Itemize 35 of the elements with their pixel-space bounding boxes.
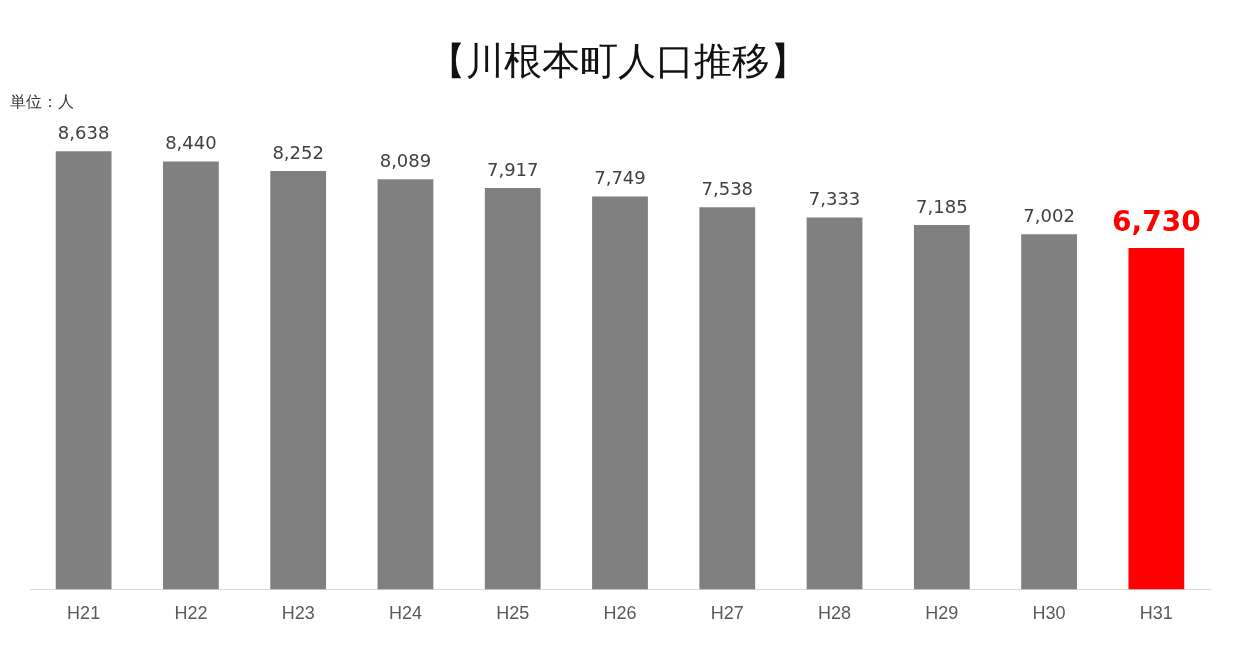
bar: [1021, 234, 1077, 590]
data-label: 8,252: [272, 141, 324, 163]
data-label: 7,002: [1023, 204, 1075, 226]
bar: [1128, 248, 1185, 590]
x-tick-label: H30: [1032, 603, 1066, 624]
data-label: 8,440: [165, 132, 217, 154]
bar: [806, 217, 863, 590]
x-tick-label: H25: [496, 603, 530, 624]
chart-title: 【川根本町人口推移】: [426, 38, 809, 85]
data-label: 8,089: [379, 149, 432, 171]
bar: [55, 151, 112, 590]
bar: [163, 161, 219, 590]
x-tick-label: H29: [925, 603, 959, 624]
bar: [484, 187, 541, 590]
x-tick-label: H28: [818, 603, 852, 624]
bar: [592, 196, 648, 590]
data-label: 6,730: [1112, 205, 1201, 239]
bar: [377, 179, 434, 590]
bar: [699, 207, 756, 590]
x-tick-label: H31: [1139, 603, 1173, 624]
data-label: 8,638: [57, 122, 110, 144]
x-tick-label: H26: [603, 603, 637, 624]
x-tick-label: H21: [67, 603, 101, 624]
x-tick-label: H27: [710, 603, 744, 624]
data-label: 7,185: [916, 195, 968, 217]
bar: [913, 225, 970, 590]
bar: [270, 170, 327, 590]
data-label: 7,333: [808, 188, 861, 210]
x-tick-label: H24: [388, 603, 422, 624]
x-tick-label: H23: [281, 603, 315, 624]
data-label: 7,917: [486, 158, 539, 180]
data-label: 7,538: [701, 177, 754, 199]
data-label: 7,749: [594, 167, 646, 189]
text: 単位：人: [10, 92, 74, 113]
x-tick-label: H22: [174, 603, 208, 624]
